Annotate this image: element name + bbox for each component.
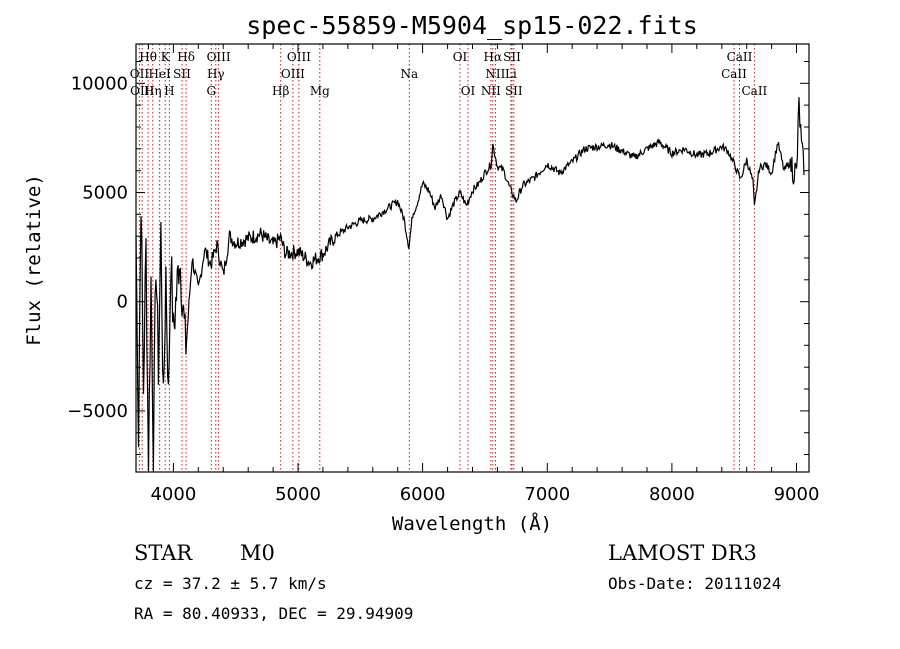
line-label-2-5: Mg [310, 84, 330, 98]
chart-title: spec-55859-M5904_sp15-022.fits [246, 11, 698, 40]
line-label-2-9: CaII [741, 84, 767, 98]
coordinates: RA = 80.40933, DEC = 29.94909 [134, 604, 413, 623]
line-label-1-7: Li [505, 67, 517, 81]
plot-frame [135, 43, 810, 473]
x-axis-ticks: 4000 5000 6000 7000 8000 9000 [148, 44, 820, 505]
line-label-2-1: Hη [144, 84, 162, 98]
line-label-1-3: Hγ [207, 67, 225, 81]
line-label-1-1: HeI [148, 67, 171, 81]
y-tick-label-10000: 10000 [71, 73, 128, 94]
line-label-0-8: CaII [727, 50, 753, 64]
line-label-0-3: OIII [207, 50, 231, 64]
line-label-1-8: CaII [721, 67, 747, 81]
line-label-2-4: Hβ [272, 84, 289, 98]
object-class: STAR [134, 541, 193, 565]
obs-date: Obs-Date: 20111024 [608, 574, 781, 593]
y-tick-label-0: 0 [117, 292, 128, 313]
line-label-1-0: OII [130, 67, 150, 81]
x-axis-label: Wavelength (Å) [392, 512, 552, 535]
emission-line-markers [138, 44, 755, 472]
survey-name: LAMOST DR3 [608, 541, 757, 565]
x-tick-label-5000: 5000 [275, 484, 321, 505]
line-label-1-4: OIII [281, 67, 305, 81]
x-tick-label-6000: 6000 [400, 484, 446, 505]
object-subclass: M0 [240, 541, 275, 565]
line-label-2-8: SII [505, 84, 523, 98]
redshift-value: cz = 37.2 ± 5.7 km/s [134, 574, 327, 593]
line-label-0-0: Hθ [139, 50, 157, 64]
x-tick-label-9000: 9000 [774, 484, 820, 505]
line-label-0-1: K [161, 50, 171, 64]
x-tick-label-7000: 7000 [524, 484, 570, 505]
line-label-2-3: G [207, 84, 217, 98]
line-label-2-7: NII [481, 84, 501, 98]
line-label-1-6: NII [485, 67, 505, 81]
line-label-0-7: SII [503, 50, 521, 64]
line-label-0-4: OIII [287, 50, 311, 64]
y-tick-label--5000: −5000 [67, 401, 128, 422]
line-label-1-5: Na [400, 67, 418, 81]
line-label-0-6: Hα [484, 50, 503, 64]
x-tick-label-4000: 4000 [150, 484, 196, 505]
y-axis-label: Flux (relative) [23, 174, 45, 346]
line-label-2-6: OI [461, 84, 476, 98]
line-label-0-5: OI [453, 50, 468, 64]
x-tick-label-8000: 8000 [649, 484, 695, 505]
y-tick-label-5000: 5000 [82, 183, 128, 204]
flux-series-line [135, 97, 805, 473]
line-label-1-2: SII [173, 67, 191, 81]
y-axis-ticks: −5000 0 5000 10000 [67, 61, 809, 455]
line-label-0-2: Hδ [177, 50, 195, 64]
line-label-2-2: H [164, 84, 174, 98]
